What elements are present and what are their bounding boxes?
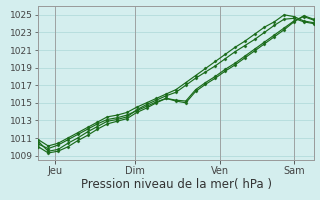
X-axis label: Pression niveau de la mer( hPa ): Pression niveau de la mer( hPa ) bbox=[81, 178, 271, 191]
